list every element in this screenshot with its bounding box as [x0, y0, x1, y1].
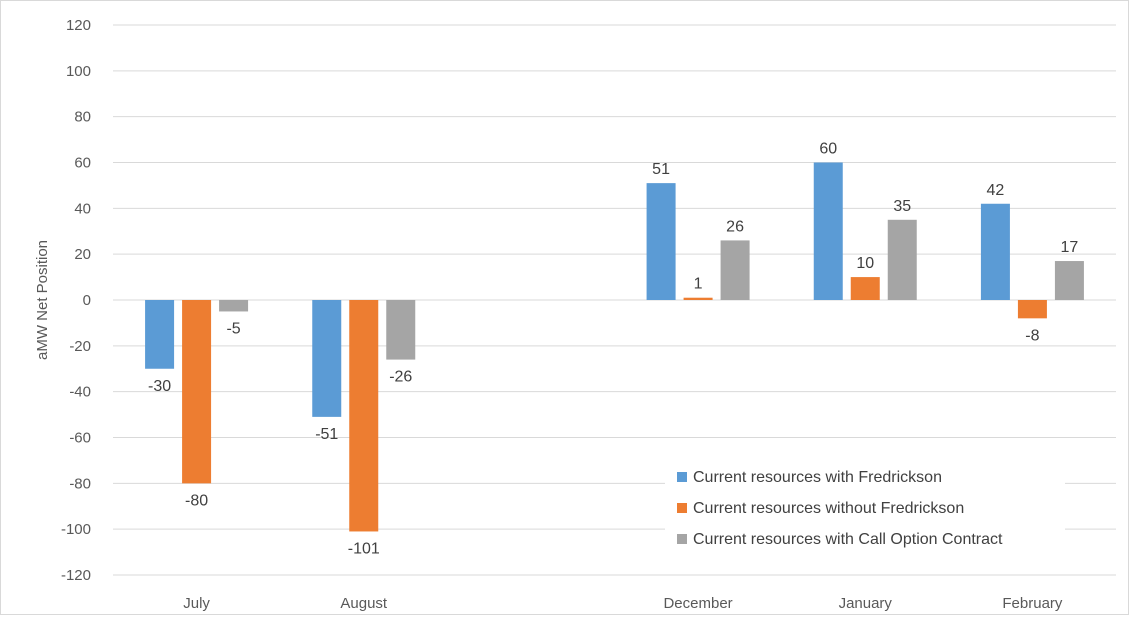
data-label: -80	[185, 492, 208, 509]
y-tick-label: -20	[69, 338, 91, 355]
bar	[720, 240, 750, 300]
x-tick-label: February	[1002, 595, 1063, 612]
data-label: -51	[315, 426, 338, 443]
legend-swatch	[677, 472, 687, 482]
legend-label: Current resources with Fredrickson	[693, 469, 942, 486]
data-label: 1	[694, 276, 703, 293]
x-axis-ticks: July August December January February	[183, 595, 1063, 612]
data-label: 42	[987, 182, 1005, 199]
data-label: -5	[226, 320, 240, 337]
y-tick-label: 100	[66, 63, 91, 80]
y-tick-label: 20	[74, 246, 91, 263]
x-tick-label: January	[839, 595, 893, 612]
bar	[145, 300, 175, 369]
x-tick-label: August	[340, 595, 388, 612]
bar	[312, 300, 342, 417]
y-tick-label: 120	[66, 17, 91, 34]
legend-swatch	[677, 503, 687, 513]
gridlines	[113, 24, 1116, 576]
data-label: -101	[348, 540, 380, 557]
data-label: -26	[389, 369, 412, 386]
bar	[1054, 261, 1084, 300]
y-axis-ticks: 120 100 80 60 40 20 0 -20 -40 -60 -80 -100 -120	[61, 17, 91, 584]
bars	[145, 162, 1084, 532]
x-tick-label: July	[183, 595, 210, 612]
y-tick-label: 40	[74, 200, 91, 217]
bar	[850, 277, 880, 300]
data-label: 10	[856, 255, 874, 272]
bar	[349, 300, 379, 532]
bar	[887, 219, 917, 300]
y-tick-label: 80	[74, 109, 91, 126]
bar	[386, 300, 416, 360]
y-tick-label: -40	[69, 384, 91, 401]
bar	[683, 297, 713, 300]
data-label: 51	[652, 161, 670, 178]
bar	[1017, 300, 1047, 319]
bar	[813, 162, 843, 300]
bar	[219, 300, 249, 312]
y-tick-label: -80	[69, 475, 91, 492]
legend-label: Current resources with Call Option Contr…	[693, 531, 1003, 548]
y-tick-label: 0	[83, 292, 91, 309]
y-tick-label: -60	[69, 430, 91, 447]
data-label: 35	[893, 198, 911, 215]
bar	[182, 300, 212, 484]
legend: Current resources with Fredrickson Curren…	[665, 458, 1065, 554]
data-label: 17	[1061, 239, 1079, 256]
y-tick-label: -100	[61, 521, 91, 538]
y-tick-label: 60	[74, 155, 91, 172]
legend-background	[665, 458, 1065, 554]
bar	[980, 203, 1010, 300]
legend-label: Current resources without Fredrickson	[693, 500, 964, 517]
data-label: 26	[726, 218, 744, 235]
legend-swatch	[677, 534, 687, 544]
bar	[646, 183, 676, 300]
data-label: -8	[1025, 327, 1039, 344]
data-label: -30	[148, 378, 171, 395]
data-labels: -30 -80 -5 -51 -101 -26 51 1 26 60 10 35 42 -8 17	[148, 141, 1078, 558]
y-tick-label: -120	[61, 567, 91, 584]
y-axis-label: aMW Net Position	[34, 240, 51, 360]
x-tick-label: December	[663, 595, 732, 612]
data-label: 60	[819, 141, 837, 158]
